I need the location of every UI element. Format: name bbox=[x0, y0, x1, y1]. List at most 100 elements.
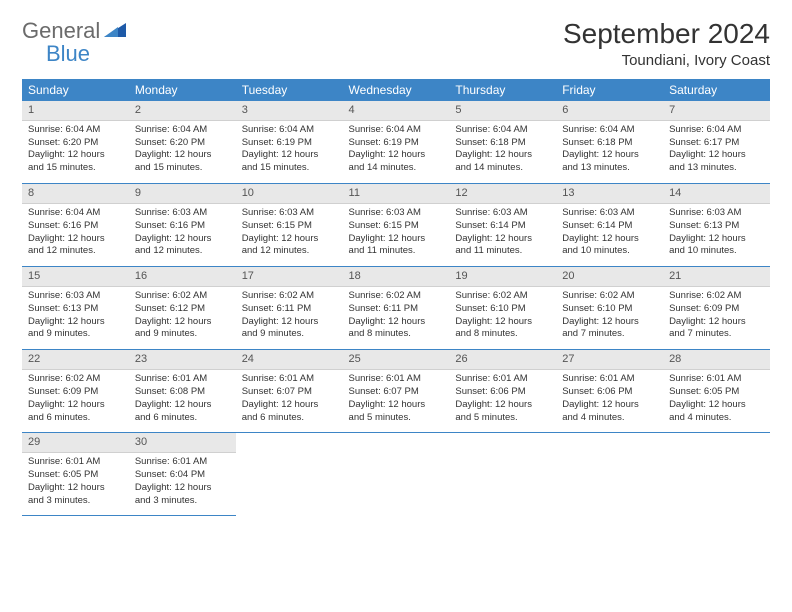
day-number: 4 bbox=[343, 101, 450, 121]
day-body: Sunrise: 6:02 AMSunset: 6:09 PMDaylight:… bbox=[663, 287, 770, 349]
calendar-cell: 2Sunrise: 6:04 AMSunset: 6:20 PMDaylight… bbox=[129, 101, 236, 184]
daylight-text: Daylight: 12 hours and 15 minutes. bbox=[135, 149, 230, 175]
daylight-text: Daylight: 12 hours and 13 minutes. bbox=[562, 149, 657, 175]
weekday-header: Tuesday bbox=[236, 79, 343, 101]
day-number: 25 bbox=[343, 350, 450, 370]
day-number: 23 bbox=[129, 350, 236, 370]
weekday-header: Thursday bbox=[449, 79, 556, 101]
calendar-cell bbox=[663, 433, 770, 516]
calendar-cell: 24Sunrise: 6:01 AMSunset: 6:07 PMDayligh… bbox=[236, 350, 343, 433]
daylight-text: Daylight: 12 hours and 12 minutes. bbox=[242, 233, 337, 259]
title-block: September 2024 Toundiani, Ivory Coast bbox=[563, 18, 770, 69]
sunrise-text: Sunrise: 6:02 AM bbox=[28, 373, 123, 386]
calendar-cell: 12Sunrise: 6:03 AMSunset: 6:14 PMDayligh… bbox=[449, 184, 556, 267]
calendar-row: 15Sunrise: 6:03 AMSunset: 6:13 PMDayligh… bbox=[22, 267, 770, 350]
daylight-text: Daylight: 12 hours and 7 minutes. bbox=[562, 316, 657, 342]
sunset-text: Sunset: 6:15 PM bbox=[242, 220, 337, 233]
day-number: 16 bbox=[129, 267, 236, 287]
daylight-text: Daylight: 12 hours and 9 minutes. bbox=[28, 316, 123, 342]
calendar-cell: 21Sunrise: 6:02 AMSunset: 6:09 PMDayligh… bbox=[663, 267, 770, 350]
day-body: Sunrise: 6:02 AMSunset: 6:10 PMDaylight:… bbox=[556, 287, 663, 349]
day-number: 18 bbox=[343, 267, 450, 287]
calendar-cell: 13Sunrise: 6:03 AMSunset: 6:14 PMDayligh… bbox=[556, 184, 663, 267]
sunset-text: Sunset: 6:18 PM bbox=[455, 137, 550, 150]
sunset-text: Sunset: 6:19 PM bbox=[349, 137, 444, 150]
sunset-text: Sunset: 6:11 PM bbox=[242, 303, 337, 316]
sunset-text: Sunset: 6:06 PM bbox=[562, 386, 657, 399]
day-body: Sunrise: 6:03 AMSunset: 6:16 PMDaylight:… bbox=[129, 204, 236, 266]
calendar-cell: 9Sunrise: 6:03 AMSunset: 6:16 PMDaylight… bbox=[129, 184, 236, 267]
sunrise-text: Sunrise: 6:04 AM bbox=[242, 124, 337, 137]
sunrise-text: Sunrise: 6:02 AM bbox=[135, 290, 230, 303]
sunrise-text: Sunrise: 6:01 AM bbox=[349, 373, 444, 386]
sunset-text: Sunset: 6:05 PM bbox=[669, 386, 764, 399]
weekday-header-row: SundayMondayTuesdayWednesdayThursdayFrid… bbox=[22, 79, 770, 101]
daylight-text: Daylight: 12 hours and 8 minutes. bbox=[349, 316, 444, 342]
day-body: Sunrise: 6:01 AMSunset: 6:06 PMDaylight:… bbox=[449, 370, 556, 432]
daylight-text: Daylight: 12 hours and 3 minutes. bbox=[28, 482, 123, 508]
calendar-cell: 26Sunrise: 6:01 AMSunset: 6:06 PMDayligh… bbox=[449, 350, 556, 433]
sunset-text: Sunset: 6:20 PM bbox=[28, 137, 123, 150]
daylight-text: Daylight: 12 hours and 8 minutes. bbox=[455, 316, 550, 342]
calendar-row: 29Sunrise: 6:01 AMSunset: 6:05 PMDayligh… bbox=[22, 433, 770, 516]
sunrise-text: Sunrise: 6:03 AM bbox=[242, 207, 337, 220]
day-number: 8 bbox=[22, 184, 129, 204]
daylight-text: Daylight: 12 hours and 7 minutes. bbox=[669, 316, 764, 342]
day-number: 22 bbox=[22, 350, 129, 370]
calendar-cell: 28Sunrise: 6:01 AMSunset: 6:05 PMDayligh… bbox=[663, 350, 770, 433]
calendar-table: SundayMondayTuesdayWednesdayThursdayFrid… bbox=[22, 79, 770, 516]
sunrise-text: Sunrise: 6:02 AM bbox=[349, 290, 444, 303]
sunset-text: Sunset: 6:09 PM bbox=[28, 386, 123, 399]
daylight-text: Daylight: 12 hours and 13 minutes. bbox=[669, 149, 764, 175]
sunrise-text: Sunrise: 6:02 AM bbox=[669, 290, 764, 303]
day-body: Sunrise: 6:02 AMSunset: 6:10 PMDaylight:… bbox=[449, 287, 556, 349]
sunrise-text: Sunrise: 6:02 AM bbox=[242, 290, 337, 303]
daylight-text: Daylight: 12 hours and 4 minutes. bbox=[669, 399, 764, 425]
calendar-cell: 5Sunrise: 6:04 AMSunset: 6:18 PMDaylight… bbox=[449, 101, 556, 184]
sunset-text: Sunset: 6:20 PM bbox=[135, 137, 230, 150]
calendar-row: 1Sunrise: 6:04 AMSunset: 6:20 PMDaylight… bbox=[22, 101, 770, 184]
day-body: Sunrise: 6:03 AMSunset: 6:15 PMDaylight:… bbox=[236, 204, 343, 266]
sunrise-text: Sunrise: 6:04 AM bbox=[28, 124, 123, 137]
sunset-text: Sunset: 6:16 PM bbox=[28, 220, 123, 233]
logo-triangle-icon bbox=[104, 21, 126, 37]
calendar-cell: 4Sunrise: 6:04 AMSunset: 6:19 PMDaylight… bbox=[343, 101, 450, 184]
daylight-text: Daylight: 12 hours and 10 minutes. bbox=[669, 233, 764, 259]
day-body: Sunrise: 6:04 AMSunset: 6:20 PMDaylight:… bbox=[129, 121, 236, 183]
day-body: Sunrise: 6:01 AMSunset: 6:07 PMDaylight:… bbox=[236, 370, 343, 432]
location: Toundiani, Ivory Coast bbox=[563, 52, 770, 69]
daylight-text: Daylight: 12 hours and 6 minutes. bbox=[242, 399, 337, 425]
day-body: Sunrise: 6:02 AMSunset: 6:11 PMDaylight:… bbox=[343, 287, 450, 349]
weekday-header: Sunday bbox=[22, 79, 129, 101]
daylight-text: Daylight: 12 hours and 9 minutes. bbox=[242, 316, 337, 342]
sunset-text: Sunset: 6:07 PM bbox=[242, 386, 337, 399]
daylight-text: Daylight: 12 hours and 11 minutes. bbox=[455, 233, 550, 259]
sunset-text: Sunset: 6:04 PM bbox=[135, 469, 230, 482]
sunrise-text: Sunrise: 6:04 AM bbox=[135, 124, 230, 137]
day-body: Sunrise: 6:02 AMSunset: 6:11 PMDaylight:… bbox=[236, 287, 343, 349]
sunset-text: Sunset: 6:06 PM bbox=[455, 386, 550, 399]
day-number: 9 bbox=[129, 184, 236, 204]
day-number: 28 bbox=[663, 350, 770, 370]
day-body: Sunrise: 6:04 AMSunset: 6:18 PMDaylight:… bbox=[556, 121, 663, 183]
calendar-cell: 25Sunrise: 6:01 AMSunset: 6:07 PMDayligh… bbox=[343, 350, 450, 433]
daylight-text: Daylight: 12 hours and 15 minutes. bbox=[242, 149, 337, 175]
sunset-text: Sunset: 6:10 PM bbox=[562, 303, 657, 316]
sunrise-text: Sunrise: 6:03 AM bbox=[28, 290, 123, 303]
calendar-cell: 6Sunrise: 6:04 AMSunset: 6:18 PMDaylight… bbox=[556, 101, 663, 184]
sunrise-text: Sunrise: 6:02 AM bbox=[562, 290, 657, 303]
daylight-text: Daylight: 12 hours and 14 minutes. bbox=[455, 149, 550, 175]
calendar-cell: 15Sunrise: 6:03 AMSunset: 6:13 PMDayligh… bbox=[22, 267, 129, 350]
sunrise-text: Sunrise: 6:04 AM bbox=[28, 207, 123, 220]
day-number: 2 bbox=[129, 101, 236, 121]
sunset-text: Sunset: 6:11 PM bbox=[349, 303, 444, 316]
calendar-cell: 22Sunrise: 6:02 AMSunset: 6:09 PMDayligh… bbox=[22, 350, 129, 433]
day-number: 17 bbox=[236, 267, 343, 287]
day-number: 21 bbox=[663, 267, 770, 287]
daylight-text: Daylight: 12 hours and 12 minutes. bbox=[28, 233, 123, 259]
daylight-text: Daylight: 12 hours and 5 minutes. bbox=[455, 399, 550, 425]
sunset-text: Sunset: 6:19 PM bbox=[242, 137, 337, 150]
day-body: Sunrise: 6:01 AMSunset: 6:04 PMDaylight:… bbox=[129, 453, 236, 515]
calendar-cell: 27Sunrise: 6:01 AMSunset: 6:06 PMDayligh… bbox=[556, 350, 663, 433]
sunset-text: Sunset: 6:13 PM bbox=[669, 220, 764, 233]
